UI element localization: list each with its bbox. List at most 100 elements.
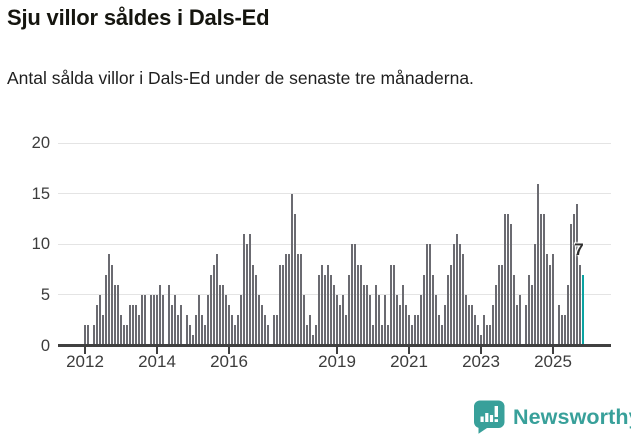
bar: [179, 305, 183, 346]
bar: [293, 213, 297, 346]
y-axis-tick-label: 20: [31, 134, 50, 152]
bar: [407, 315, 411, 346]
bar: [464, 294, 468, 346]
bar: [311, 335, 315, 346]
bar: [494, 284, 498, 346]
bar: [431, 274, 435, 346]
bar: [365, 284, 369, 346]
bar: [299, 254, 303, 346]
bar: [221, 284, 225, 346]
bar: [461, 254, 465, 346]
bar: [101, 315, 105, 346]
bar: [389, 264, 393, 346]
bar: [515, 305, 519, 346]
bar: [440, 325, 444, 346]
bar: [506, 213, 510, 346]
bar: [473, 315, 477, 346]
bar: [518, 294, 522, 346]
bar: [233, 325, 237, 346]
bar: [485, 325, 489, 346]
bar: [122, 325, 126, 346]
bar: [551, 254, 555, 346]
newsworthy-logo-icon: [474, 400, 505, 434]
bar: [278, 264, 282, 346]
bar: [203, 325, 207, 346]
bar: [512, 274, 516, 346]
bar: [509, 224, 513, 346]
bar: [155, 294, 159, 346]
bar: [158, 284, 162, 346]
bar: [239, 294, 243, 346]
bar: [236, 315, 240, 346]
bar: [443, 305, 447, 346]
bar: [542, 213, 546, 346]
bar: [491, 305, 495, 346]
bar: [137, 315, 141, 346]
bar: [128, 305, 132, 346]
bar: [329, 274, 333, 346]
bar: [344, 315, 348, 346]
bar: [305, 325, 309, 346]
bar: [419, 294, 423, 346]
bar: [248, 234, 252, 346]
bar: [410, 325, 414, 346]
bar: [374, 284, 378, 346]
x-axis-tick-label: 2012: [66, 352, 104, 371]
bar: [86, 325, 90, 346]
bar: [530, 284, 534, 346]
chart-subtitle: Antal sålda villor i Dals-Ed under de se…: [7, 68, 474, 88]
bar: [320, 264, 324, 346]
bar: [263, 315, 267, 346]
bar: [386, 325, 390, 346]
bar: [173, 294, 177, 346]
bar: [332, 284, 336, 346]
page-title: Sju villor såldes i Dals-Ed: [7, 5, 270, 30]
bar: [290, 193, 294, 346]
bar: [308, 315, 312, 346]
bar: [455, 234, 459, 346]
bar: [347, 274, 351, 346]
bar: [350, 244, 354, 346]
x-axis-tick-mark: [84, 347, 86, 354]
bar: [191, 335, 195, 346]
bar: [284, 254, 288, 346]
bar: [338, 305, 342, 346]
x-axis-tick-mark: [552, 347, 554, 354]
bar: [416, 315, 420, 346]
x-axis-tick-label: 2014: [138, 352, 176, 371]
bar: [497, 264, 501, 346]
bar: [422, 274, 426, 346]
bar: [401, 284, 405, 346]
bar: [296, 254, 300, 346]
bar: [479, 335, 483, 346]
bar: [119, 315, 123, 346]
newsworthy-brand-link[interactable]: Newsworthy: [474, 400, 631, 434]
bar: [560, 315, 564, 346]
bar: [149, 294, 153, 346]
bar: [503, 213, 507, 346]
bar: [131, 305, 135, 346]
bar: [476, 325, 480, 346]
bar: [323, 274, 327, 346]
bar: [260, 305, 264, 346]
bar: [167, 284, 171, 346]
bar: [206, 294, 210, 346]
bar: [578, 264, 582, 346]
x-axis-tick-mark: [480, 347, 482, 354]
bar: [395, 294, 399, 346]
bar: [452, 244, 456, 346]
bar: [302, 294, 306, 346]
bar: [467, 305, 471, 346]
bar: [368, 294, 372, 346]
bar: [353, 244, 357, 346]
bar: [227, 305, 231, 346]
bar: [335, 294, 339, 346]
bar: [536, 183, 540, 346]
bar: [200, 315, 204, 346]
bar: [383, 294, 387, 346]
x-axis-tick-label: 2023: [462, 352, 500, 371]
bar: [434, 294, 438, 346]
bar: [185, 315, 189, 346]
bar: [413, 315, 417, 346]
